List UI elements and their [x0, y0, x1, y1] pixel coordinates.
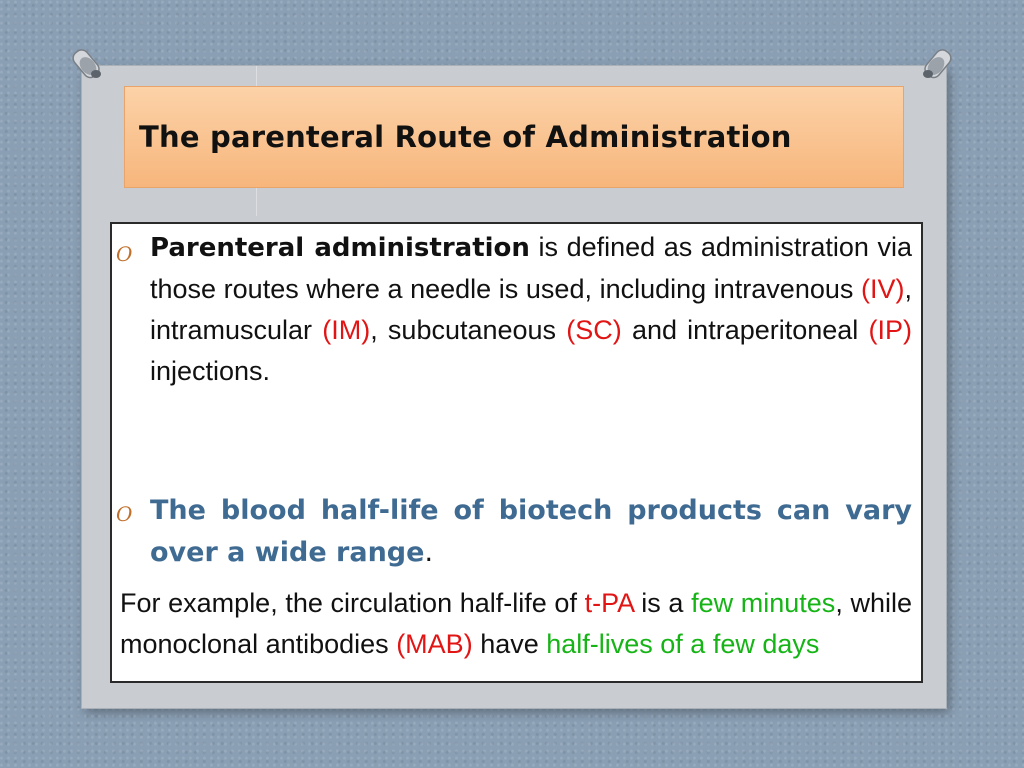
abbrev-iv: (IV)	[860, 274, 905, 304]
bullet-marker: O	[116, 502, 133, 526]
text-span: , intramuscular	[150, 274, 912, 345]
text-span: is defined as administration via those r…	[150, 232, 912, 304]
pushpin-icon	[72, 49, 101, 79]
text-span: injections.	[150, 356, 271, 386]
pushpin-icon	[923, 49, 952, 79]
highlighted-statement: The blood half-life of biotech products …	[150, 495, 912, 568]
title-banner: The parenteral Route of Administration	[124, 86, 904, 188]
slide-title: The parenteral Route of Administration	[139, 120, 792, 154]
abbrev-im: (IM)	[322, 315, 371, 345]
text-span: For example, the circulation half-life o…	[120, 588, 585, 618]
text-span: and intraperitoneal	[621, 315, 869, 345]
paragraph-blood-half-life: The blood half-life of biotech products …	[150, 490, 912, 574]
text-span: , while monoclonal antibodies	[120, 588, 912, 659]
paragraph-parenteral-definition: Parenteral administration is defined as …	[150, 227, 912, 392]
term-few-minutes: few minutes	[691, 588, 836, 618]
period: .	[424, 537, 434, 568]
content-box	[110, 222, 923, 683]
abbrev-ip: (IP)	[868, 315, 912, 345]
paragraph-example: For example, the circulation half-life o…	[120, 583, 912, 665]
term-parenteral-administration: Parenteral administration	[150, 233, 530, 263]
term-t-pa: t-PA	[584, 588, 634, 618]
abbrev-mab: (MAB)	[396, 629, 473, 659]
text-span: is a	[633, 588, 692, 618]
term-half-lives: half-lives of a few days	[546, 629, 820, 659]
text-span: have	[472, 629, 547, 659]
bullet-marker: O	[116, 242, 133, 266]
text-span: , subcutaneous	[370, 315, 567, 345]
abbrev-sc: (SC)	[566, 315, 622, 345]
